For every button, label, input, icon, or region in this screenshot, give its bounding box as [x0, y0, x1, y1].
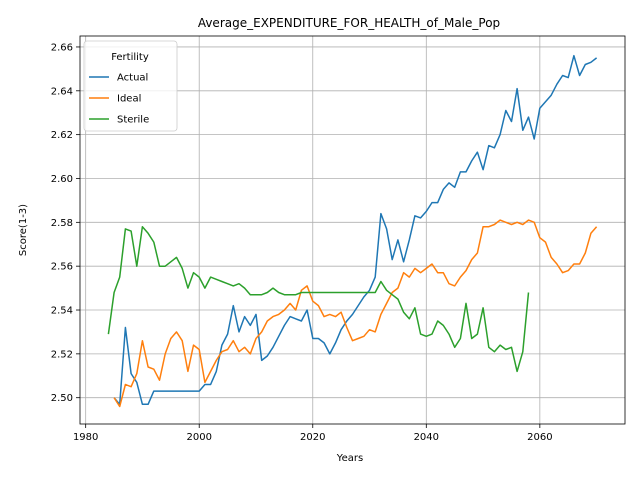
y-tick-label: 2.64 — [51, 86, 73, 97]
y-tick-label: 2.52 — [51, 349, 73, 360]
y-axis-label: Score(1-3) — [18, 204, 29, 256]
x-axis-ticks: 1980 2000 2020 2040 2060 — [73, 424, 553, 443]
chart-title: Average_EXPENDITURE_FOR_HEALTH_of_Male_P… — [198, 16, 500, 30]
y-tick-label: 2.56 — [51, 262, 73, 273]
x-tick-label: 2040 — [414, 432, 439, 443]
y-tick-label: 2.58 — [51, 218, 73, 229]
series-lines — [107, 54, 598, 408]
legend: Fertility Actual Ideal Sterile — [83, 40, 178, 132]
legend-label-ideal: Ideal — [117, 94, 141, 105]
legend-label-sterile: Sterile — [117, 115, 149, 126]
y-tick-label: 2.54 — [51, 306, 73, 317]
legend-box — [83, 40, 178, 132]
y-tick-label: 2.66 — [51, 42, 73, 53]
x-tick-label: 2020 — [300, 432, 325, 443]
y-tick-label: 2.62 — [51, 130, 73, 141]
legend-entries: Actual Ideal Sterile — [89, 73, 149, 126]
x-tick-label: 2060 — [527, 432, 552, 443]
y-tick-label: 2.50 — [51, 393, 73, 404]
y-axis-ticks: 2.50 2.52 2.54 2.56 2.58 2.60 2.62 2.64 2.66 — [51, 42, 80, 404]
x-tick-label: 1980 — [73, 432, 98, 443]
legend-label-actual: Actual — [117, 73, 148, 84]
legend-title: Fertility — [111, 52, 149, 63]
series-line-actual — [113, 54, 598, 406]
series-line-ideal — [113, 219, 598, 408]
y-tick-label: 2.60 — [51, 174, 73, 185]
x-axis-label: Years — [336, 453, 363, 464]
plot-frame — [79, 35, 626, 425]
x-tick-label: 2000 — [186, 432, 211, 443]
series-line-sterile — [107, 225, 530, 373]
